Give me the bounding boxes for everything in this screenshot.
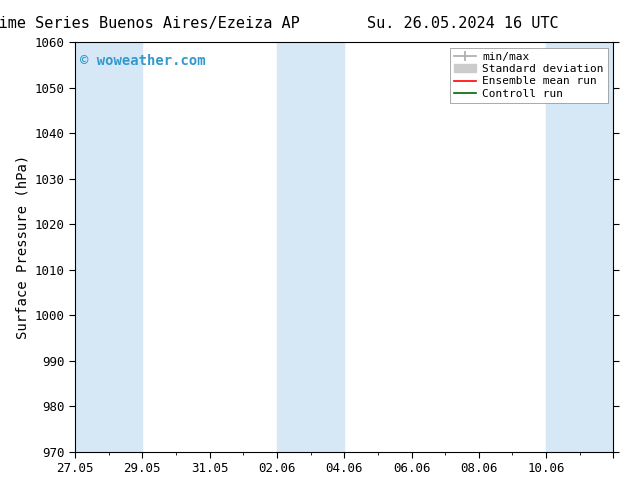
Text: ENS Time Series Buenos Aires/Ezeiza AP: ENS Time Series Buenos Aires/Ezeiza AP	[0, 16, 300, 31]
Bar	[75, 42, 142, 452]
Bar	[546, 42, 614, 452]
Y-axis label: Surface Pressure (hPa): Surface Pressure (hPa)	[15, 155, 29, 339]
Bar	[277, 42, 344, 452]
Text: Su. 26.05.2024 16 UTC: Su. 26.05.2024 16 UTC	[367, 16, 559, 31]
Legend: min/max, Standard deviation, Ensemble mean run, Controll run: min/max, Standard deviation, Ensemble me…	[450, 48, 608, 103]
Text: © woweather.com: © woweather.com	[81, 54, 206, 68]
